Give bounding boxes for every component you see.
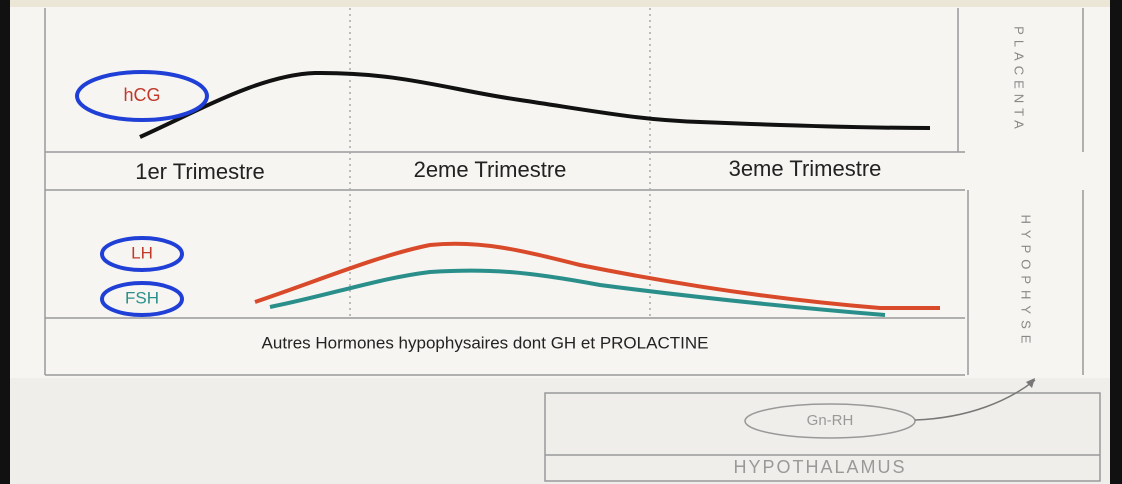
fsh-label: FSH	[125, 288, 159, 307]
trimester-label: 3eme Trimestre	[729, 156, 882, 181]
fsh-curve	[269, 268, 886, 317]
gnrh-label: Gn-RH	[807, 412, 854, 429]
lower-area	[10, 378, 1110, 484]
trimester-label: 2eme Trimestre	[414, 157, 567, 182]
panel-frame	[44, 8, 1084, 376]
hypophyse-label: HYPOPHYSE	[1019, 215, 1034, 350]
hcg-curve	[139, 70, 931, 139]
hcg-label: hCG	[123, 85, 160, 105]
note: Autres Hormones hypophysaires dont GH et…	[262, 333, 709, 352]
arrow-head	[1026, 378, 1035, 388]
hypothalamus-label: HYPOTHALAMUS	[733, 457, 906, 477]
arrow	[914, 379, 1036, 421]
fsh-ellipse	[100, 281, 184, 317]
gnrh-ellipse	[744, 403, 916, 439]
hcg-ellipse	[75, 70, 209, 122]
trimester-label: 1er Trimestre	[135, 159, 265, 184]
top-strip	[10, 0, 1110, 7]
placenta-label: PLACENTA	[1012, 26, 1027, 134]
hypothalamus-box	[544, 392, 1101, 482]
lh-ellipse	[100, 236, 184, 272]
lh-curve	[254, 241, 940, 310]
lh-label: LH	[131, 243, 153, 262]
